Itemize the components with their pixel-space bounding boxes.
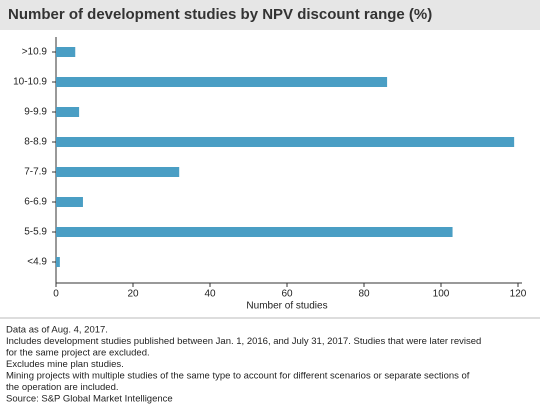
note: Includes development studies published b… (6, 336, 481, 347)
bar (56, 167, 180, 177)
note: the operation are included. (6, 382, 119, 393)
x-axis-label: Number of studies (246, 301, 327, 312)
note: for the same project are excluded. (6, 348, 150, 359)
note: Mining projects with multiple studies of… (6, 371, 470, 382)
bar (56, 137, 515, 147)
x-tick-label: 60 (281, 289, 293, 300)
bar (56, 47, 76, 57)
x-tick-label: 80 (358, 289, 370, 300)
x-tick-label: 40 (204, 289, 216, 300)
title-band (0, 0, 540, 30)
bar (56, 227, 453, 237)
y-tick-label: 5-5.9 (24, 227, 47, 238)
y-tick-label: <4.9 (27, 257, 47, 268)
y-tick-label: 9-9.9 (24, 107, 47, 118)
x-tick-label: 0 (53, 289, 59, 300)
bar (56, 257, 60, 267)
y-tick-label: 8-8.9 (24, 137, 47, 148)
bar (56, 77, 388, 87)
note: Excludes mine plan studies. (6, 359, 124, 370)
note: Source: S&P Global Market Intelligence (6, 394, 173, 405)
y-tick-label: >10.9 (22, 47, 48, 58)
y-tick-label: 6-6.9 (24, 197, 47, 208)
bar (56, 107, 80, 117)
x-tick-label: 100 (433, 289, 450, 300)
note: Data as of Aug. 4, 2017. (6, 325, 108, 336)
y-tick-label: 7-7.9 (24, 167, 47, 178)
x-tick-label: 120 (510, 289, 527, 300)
y-tick-label: 10-10.9 (13, 77, 47, 88)
bar (56, 197, 83, 207)
x-tick-label: 20 (127, 289, 139, 300)
chart-title: Number of development studies by NPV dis… (8, 6, 432, 23)
